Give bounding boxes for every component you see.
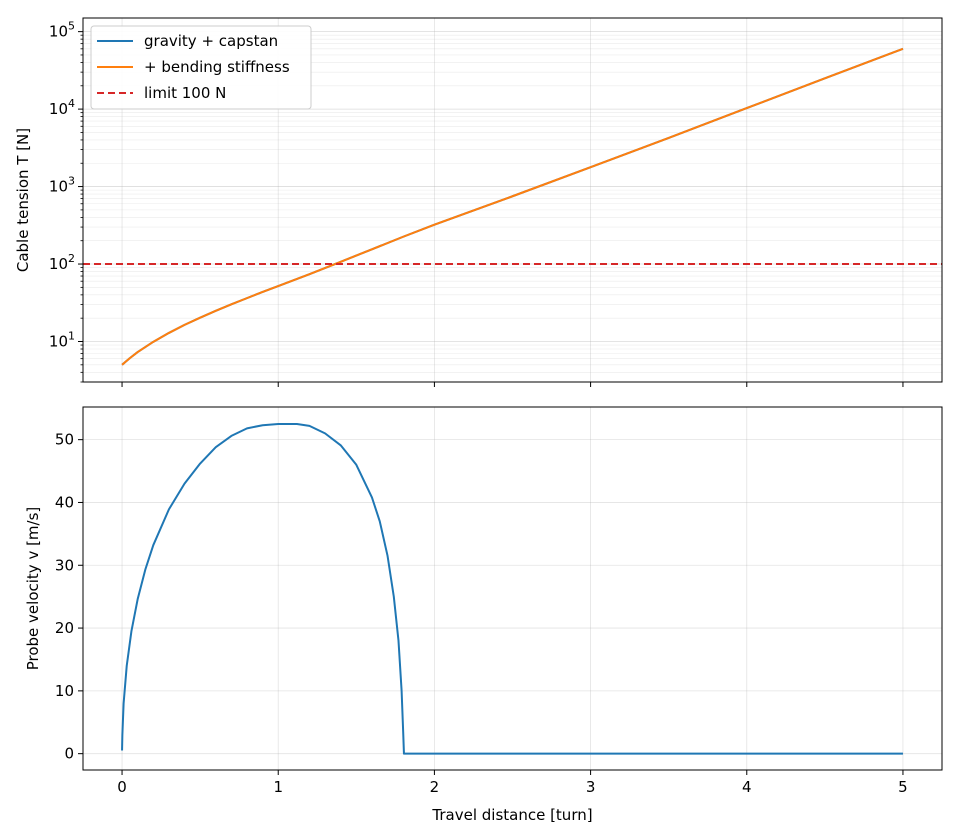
series-line-2 (121, 47, 904, 366)
legend-label: gravity + capstan (144, 32, 278, 50)
y-tick-label: 104 (49, 97, 75, 118)
tension-plot-frame (82, 17, 943, 383)
tension-y-axis-label: Cable tension T [N] (14, 128, 32, 272)
y-tick-label: 102 (49, 252, 75, 273)
x-axis-label: Travel distance [turn] (431, 806, 592, 824)
x-tick-label: 1 (273, 778, 283, 796)
legend-box (90, 25, 312, 110)
series-line-1 (121, 422, 903, 755)
tension-grid (83, 18, 942, 383)
y-tick-label: 30 (55, 556, 74, 574)
x-tick-label: 3 (586, 778, 596, 796)
velocity-y-axis-label: Probe velocity v [m/s] (24, 507, 42, 671)
legend-label: limit 100 N (144, 84, 226, 102)
tension-panel: 101 102 103 104 105 Cable tension T [N] grav… (14, 17, 943, 387)
y-tick-label: 103 (49, 175, 75, 196)
velocity-plot-frame (82, 406, 943, 771)
tension-series (83, 47, 942, 366)
velocity-series (121, 422, 903, 755)
x-tick-label: 0 (117, 778, 127, 796)
y-tick-label: 101 (49, 329, 75, 350)
x-tick-label: 2 (430, 778, 440, 796)
x-tick-label: 4 (742, 778, 752, 796)
y-tick-label: 0 (64, 745, 74, 763)
legend-label: + bending stiffness (144, 58, 290, 76)
y-tick-label: 10 (55, 682, 74, 700)
y-tick-label: 50 (55, 431, 74, 449)
tension-ticks: 101 102 103 104 105 (49, 20, 904, 387)
tension-legend: gravity + capstan + bending stiffness limi… (90, 25, 312, 110)
y-tick-label: 40 (55, 493, 74, 511)
x-tick-label: 5 (898, 778, 908, 796)
y-tick-label: 105 (49, 20, 75, 41)
y-tick-label: 20 (55, 619, 74, 637)
